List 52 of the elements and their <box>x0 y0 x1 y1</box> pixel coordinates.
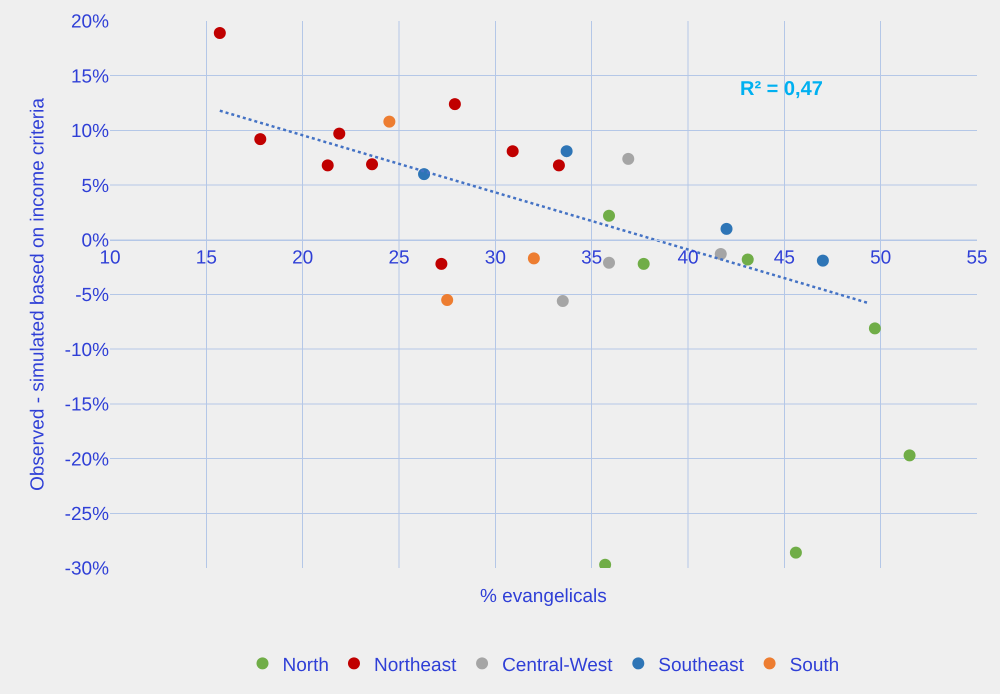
point <box>322 159 334 172</box>
point <box>742 253 754 266</box>
point <box>904 449 916 462</box>
x-axis-title: % evangelicals <box>480 586 607 607</box>
point <box>556 295 569 308</box>
point <box>441 294 454 306</box>
point <box>868 322 881 334</box>
point <box>366 158 378 170</box>
point <box>720 222 733 235</box>
y-tick-label: -25% <box>64 504 110 525</box>
point <box>552 159 565 172</box>
y-tick-label: 5% <box>82 176 110 197</box>
y-tick-label: 20% <box>70 12 110 33</box>
point <box>435 258 448 270</box>
point <box>528 252 540 264</box>
point <box>560 145 573 158</box>
x-tick-label: 50 <box>870 248 892 269</box>
legend-label: Central-West <box>502 654 614 676</box>
y-tick-label: 10% <box>70 121 110 142</box>
point <box>622 152 634 165</box>
annotation: R² = 0,47 <box>740 78 823 100</box>
point <box>603 256 616 269</box>
x-tick-label: 20 <box>292 248 314 269</box>
point <box>506 145 519 158</box>
legend-label: South <box>790 654 840 676</box>
point <box>214 27 226 40</box>
x-tick-label: 40 <box>677 248 699 269</box>
point <box>333 128 346 140</box>
point <box>816 254 829 267</box>
point <box>254 133 266 146</box>
y-tick-label: -5% <box>75 285 110 306</box>
x-tick-label: 15 <box>196 248 217 269</box>
x-tick-label: 25 <box>388 248 410 269</box>
legend-label: Southeast <box>658 654 745 676</box>
x-tick-label: 35 <box>581 248 602 269</box>
y-tick-label: -15% <box>64 394 110 416</box>
point <box>383 116 396 128</box>
y-tick-label: -20% <box>64 449 110 470</box>
y-tick-label: -10% <box>64 340 110 361</box>
legend-label: North <box>282 654 329 676</box>
point <box>638 258 650 270</box>
legend-label: Northeast <box>374 654 458 676</box>
x-tick-label: 45 <box>774 248 795 269</box>
point <box>790 546 802 559</box>
x-tick-label: 30 <box>484 248 506 269</box>
point <box>448 98 461 110</box>
point <box>714 248 727 260</box>
y-tick-label: -30% <box>64 558 110 580</box>
x-tick-label: 55 <box>966 248 988 269</box>
y-tick-label: 15% <box>70 66 110 88</box>
point <box>603 210 616 222</box>
y-axis-title: Observed - simulated based on income criteria <box>27 98 48 491</box>
